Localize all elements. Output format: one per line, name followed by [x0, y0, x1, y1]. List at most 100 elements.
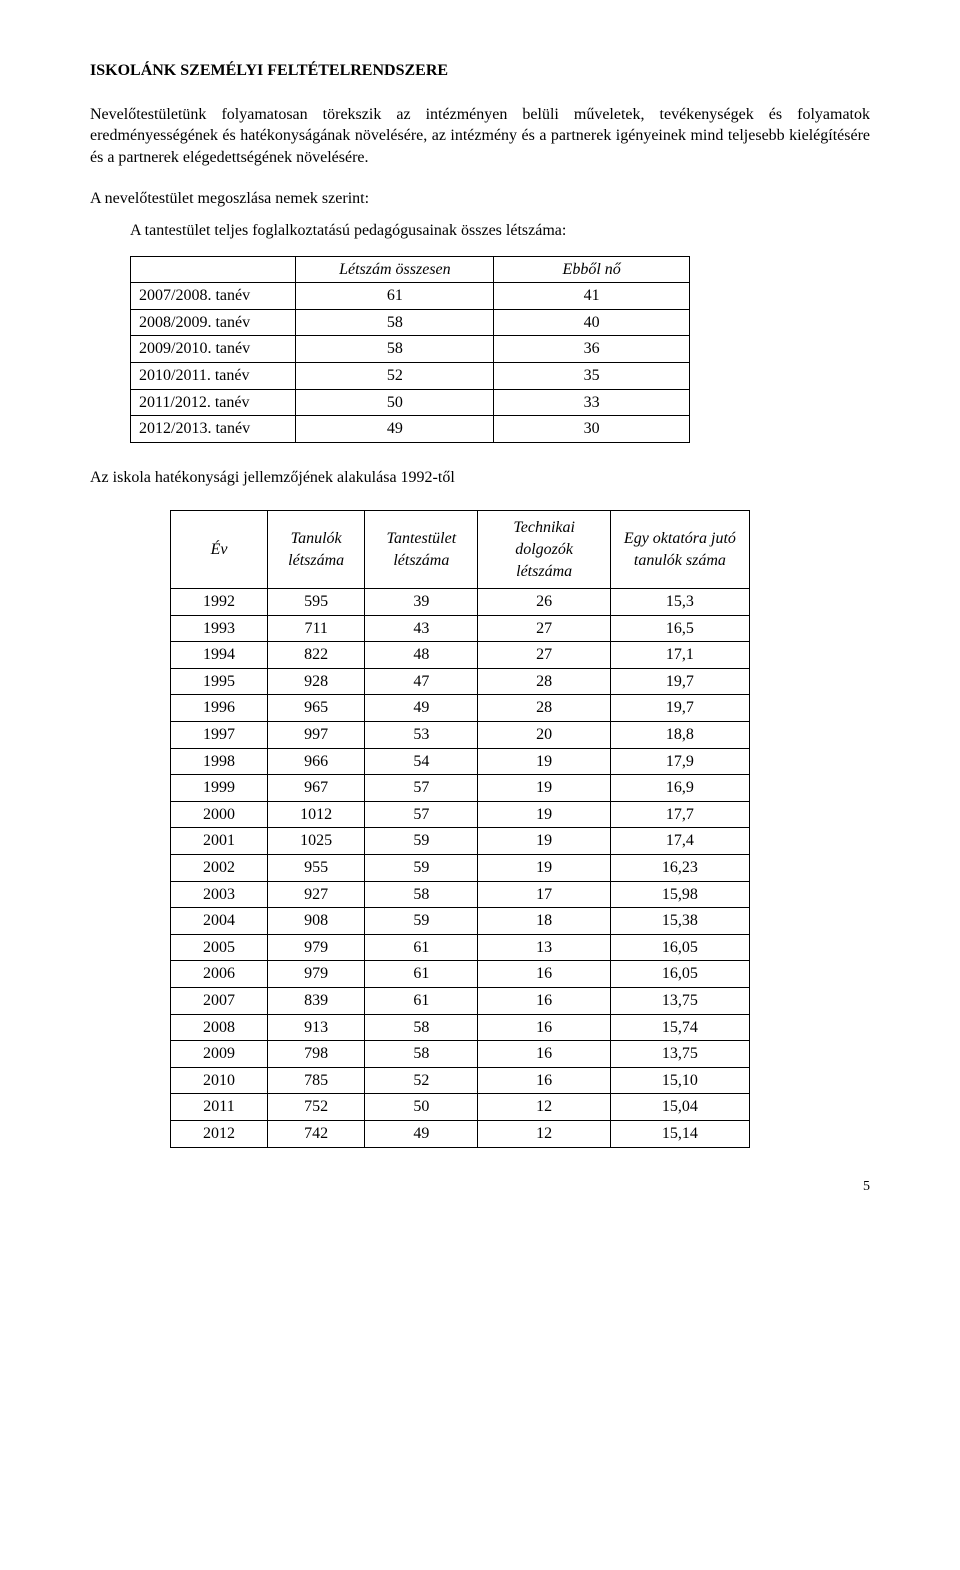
table-cell: 15,10	[610, 1067, 749, 1094]
table-cell: 955	[268, 855, 365, 882]
table-cell: 15,38	[610, 908, 749, 935]
table-cell: 2009	[171, 1041, 268, 1068]
table-cell: 839	[268, 988, 365, 1015]
table-cell: 2008/2009. tanév	[131, 309, 296, 336]
table-cell: 35	[494, 362, 690, 389]
table-row: 2012/2013. tanév4930	[131, 416, 690, 443]
table-row: 2007/2008. tanév6141	[131, 283, 690, 310]
table-cell: 2011	[171, 1094, 268, 1121]
header-faculty: Tantestület létszáma	[365, 511, 478, 589]
table-cell: 27	[478, 642, 610, 669]
table-cell: 58	[365, 881, 478, 908]
table-cell: 1992	[171, 589, 268, 616]
table-cell: 711	[268, 615, 365, 642]
table-cell: 1994	[171, 642, 268, 669]
table-cell: 19,7	[610, 668, 749, 695]
table-cell: 27	[478, 615, 610, 642]
table-cell: 26	[478, 589, 610, 616]
table-cell: 2009/2010. tanév	[131, 336, 296, 363]
paragraph-efficiency: Az iskola hatékonysági jellemzőjének ala…	[90, 467, 870, 489]
header-female: Ebből nő	[494, 256, 690, 283]
table-cell: 54	[365, 748, 478, 775]
table-cell: 19,7	[610, 695, 749, 722]
table-cell: 50	[365, 1094, 478, 1121]
table-cell: 33	[494, 389, 690, 416]
table-cell: 16	[478, 961, 610, 988]
table-cell: 19	[478, 801, 610, 828]
table-cell: 913	[268, 1014, 365, 1041]
table-row: 2011752501215,04	[171, 1094, 750, 1121]
table-cell: 16,9	[610, 775, 749, 802]
table-cell: 41	[494, 283, 690, 310]
table-row: 2007839611613,75	[171, 988, 750, 1015]
table-cell: 28	[478, 668, 610, 695]
header-ratio: Egy oktatóra jutó tanulók száma	[610, 511, 749, 589]
table-cell: 1995	[171, 668, 268, 695]
table-cell: 49	[365, 1120, 478, 1147]
table-row: 2009798581613,75	[171, 1041, 750, 1068]
table-cell: 15,04	[610, 1094, 749, 1121]
header-empty	[131, 256, 296, 283]
table-cell: 52	[296, 362, 494, 389]
table-cell: 59	[365, 855, 478, 882]
table-cell: 48	[365, 642, 478, 669]
table-cell: 16,05	[610, 961, 749, 988]
table-row: 2002955591916,23	[171, 855, 750, 882]
header-year: Év	[171, 511, 268, 589]
table-cell: 19	[478, 748, 610, 775]
table-cell: 908	[268, 908, 365, 935]
table-row: 2008/2009. tanév5840	[131, 309, 690, 336]
table-row: 2004908591815,38	[171, 908, 750, 935]
table-cell: 17,4	[610, 828, 749, 855]
table-cell: 49	[365, 695, 478, 722]
table-row: 1994822482717,1	[171, 642, 750, 669]
table-cell: 18	[478, 908, 610, 935]
table-cell: 15,74	[610, 1014, 749, 1041]
table-cell: 13,75	[610, 988, 749, 1015]
table-cell: 57	[365, 775, 478, 802]
table-header-row: Létszám összesen Ebből nő	[131, 256, 690, 283]
table-cell: 52	[365, 1067, 478, 1094]
table-cell: 2008	[171, 1014, 268, 1041]
table-cell: 43	[365, 615, 478, 642]
table-row: 2003927581715,98	[171, 881, 750, 908]
table-row: 20011025591917,4	[171, 828, 750, 855]
table-cell: 2011/2012. tanév	[131, 389, 296, 416]
table-cell: 2010	[171, 1067, 268, 1094]
table-cell: 19	[478, 775, 610, 802]
table-cell: 39	[365, 589, 478, 616]
table-cell: 15,14	[610, 1120, 749, 1147]
table-row: 1993711432716,5	[171, 615, 750, 642]
table-cell: 47	[365, 668, 478, 695]
table-cell: 1998	[171, 748, 268, 775]
table-row: 1995928472819,7	[171, 668, 750, 695]
table-cell: 2005	[171, 934, 268, 961]
table-cell: 1012	[268, 801, 365, 828]
table-cell: 595	[268, 589, 365, 616]
table-cell: 2002	[171, 855, 268, 882]
table-cell: 13,75	[610, 1041, 749, 1068]
page-number: 5	[90, 1178, 870, 1197]
table-cell: 19	[478, 828, 610, 855]
table-cell: 28	[478, 695, 610, 722]
table-cell: 2004	[171, 908, 268, 935]
table-row: 2008913581615,74	[171, 1014, 750, 1041]
table-cell: 61	[296, 283, 494, 310]
table-row: 1998966541917,9	[171, 748, 750, 775]
header-students: Tanulók létszáma	[268, 511, 365, 589]
table-cell: 16	[478, 988, 610, 1015]
table-cell: 50	[296, 389, 494, 416]
table-cell: 2001	[171, 828, 268, 855]
table-cell: 2010/2011. tanév	[131, 362, 296, 389]
table-cell: 17,7	[610, 801, 749, 828]
table-cell: 1993	[171, 615, 268, 642]
table-cell: 785	[268, 1067, 365, 1094]
table-cell: 49	[296, 416, 494, 443]
table-cell: 1996	[171, 695, 268, 722]
table-cell: 798	[268, 1041, 365, 1068]
table-cell: 40	[494, 309, 690, 336]
table-row: 1996965492819,7	[171, 695, 750, 722]
table-cell: 53	[365, 722, 478, 749]
table-cell: 752	[268, 1094, 365, 1121]
page-heading: ISKOLÁNK SZEMÉLYI FELTÉTELRENDSZERE	[90, 60, 870, 82]
